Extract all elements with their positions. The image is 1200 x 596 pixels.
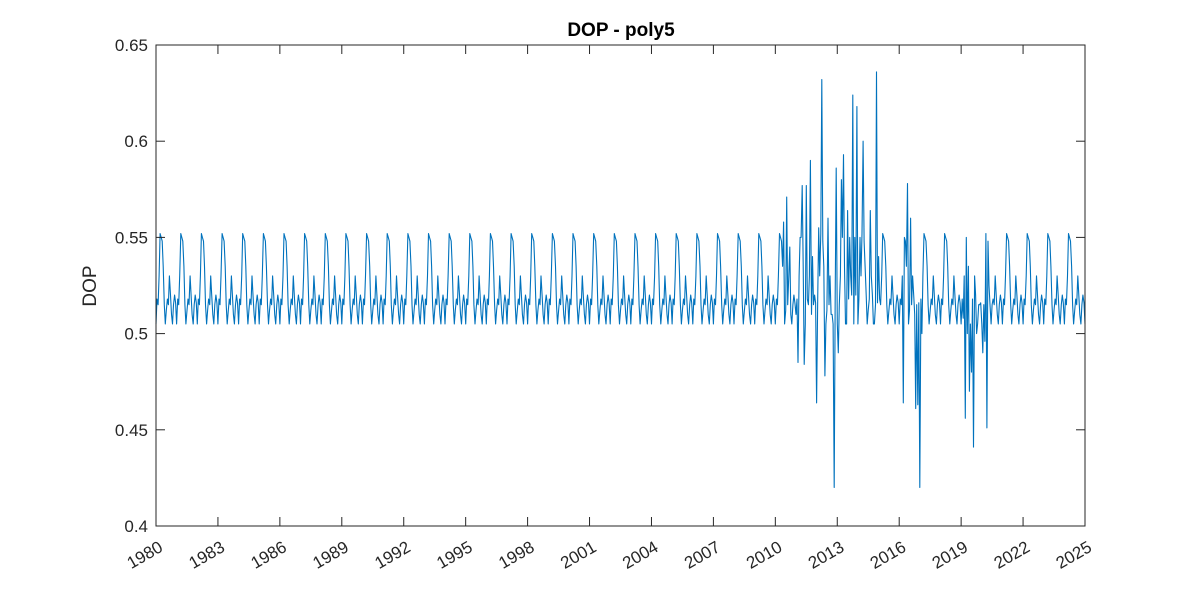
y-tick-label: 0.65 bbox=[115, 36, 148, 55]
axes-layer bbox=[155, 44, 1086, 527]
y-tick-label: 0.5 bbox=[124, 325, 148, 344]
y-tick-label: 0.4 bbox=[124, 517, 148, 536]
series-layer bbox=[155, 71, 1086, 489]
y-tick-label: 0.6 bbox=[124, 132, 148, 151]
chart-title: DOP - poly5 bbox=[567, 20, 675, 41]
plot-background bbox=[156, 45, 1085, 526]
y-tick-label: 0.45 bbox=[115, 421, 148, 440]
plot-area bbox=[156, 45, 1085, 526]
y-tick-label: 0.55 bbox=[115, 228, 148, 247]
y-axis-title: DOP bbox=[80, 265, 101, 306]
axes-box bbox=[155, 44, 1086, 527]
series-line bbox=[155, 71, 1086, 489]
